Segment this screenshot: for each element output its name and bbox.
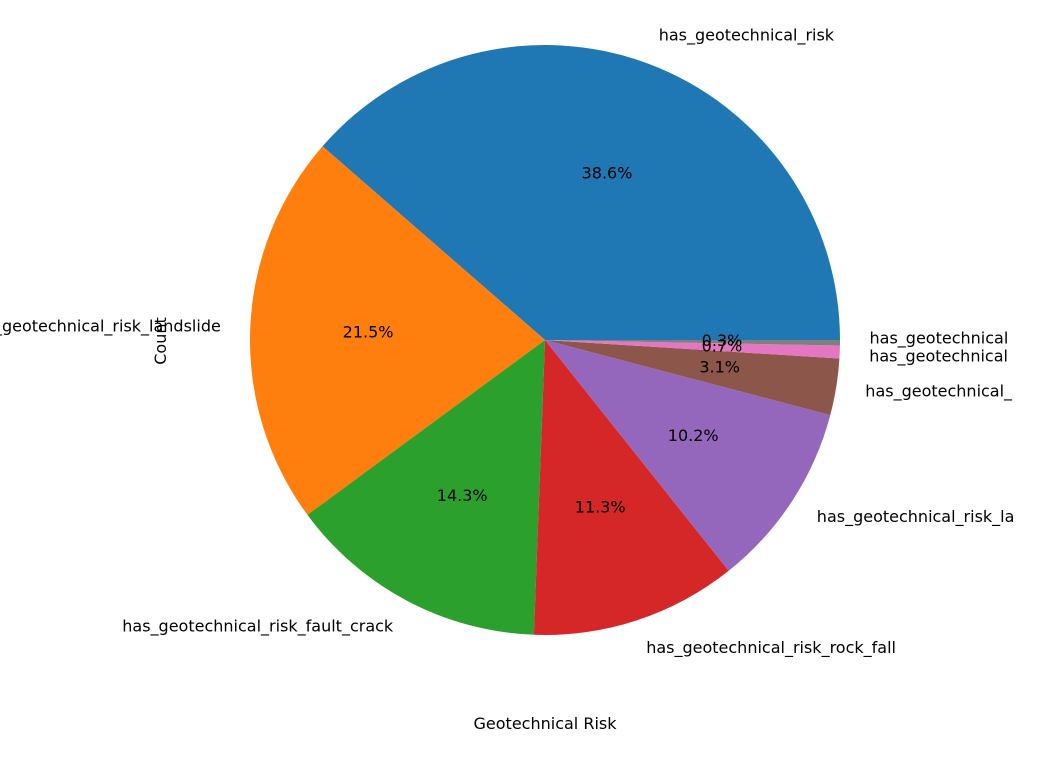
category-label-4: has_geotechnical_risk_rock_fall <box>646 638 896 658</box>
pie-slice-3 <box>307 340 545 635</box>
pie-slice-5 <box>545 340 831 571</box>
percentage-labels: 38.6% 21.5% 14.3% 11.3% 10.2% 3.1% 0.7%0.3% <box>343 164 743 517</box>
category-label-8: has_geotechnical <box>870 329 1009 349</box>
percentage-label-8: 0.3% <box>702 331 743 350</box>
pie-slice-1 <box>322 45 840 340</box>
percentage-label-3: 14.3% <box>437 486 488 505</box>
pie-slice-8 <box>545 340 840 346</box>
y-axis-label: Count <box>151 317 170 365</box>
pie-slices <box>250 45 840 635</box>
percentage-label-7: 0.7% <box>702 337 743 356</box>
category-label-2: has_geotechnical_risk_landslide <box>0 316 221 336</box>
percentage-label-2: 21.5% <box>343 322 394 341</box>
percentage-label-6: 3.1% <box>699 358 740 377</box>
category-labels: has_geotechnical_risk has_geotechnical_ri… <box>0 26 1014 658</box>
pie-slice-4 <box>533 340 729 635</box>
category-label-5: has_geotechnical_risk_la <box>817 507 1015 527</box>
category-label-7: has_geotechnical <box>869 347 1008 367</box>
pie-slice-2 <box>250 146 545 515</box>
pie-slice-7 <box>545 340 840 359</box>
pie-slice-6 <box>545 340 840 416</box>
category-label-3: has_geotechnical_risk_fault_crack <box>122 616 394 636</box>
percentage-label-4: 11.3% <box>575 498 626 517</box>
category-label-1: has_geotechnical_risk <box>659 26 835 46</box>
x-axis-label: Geotechnical Risk <box>474 714 618 733</box>
percentage-label-1: 38.6% <box>582 164 633 183</box>
category-label-6: has_geotechnical_ <box>865 381 1013 401</box>
percentage-label-5: 10.2% <box>668 426 719 445</box>
